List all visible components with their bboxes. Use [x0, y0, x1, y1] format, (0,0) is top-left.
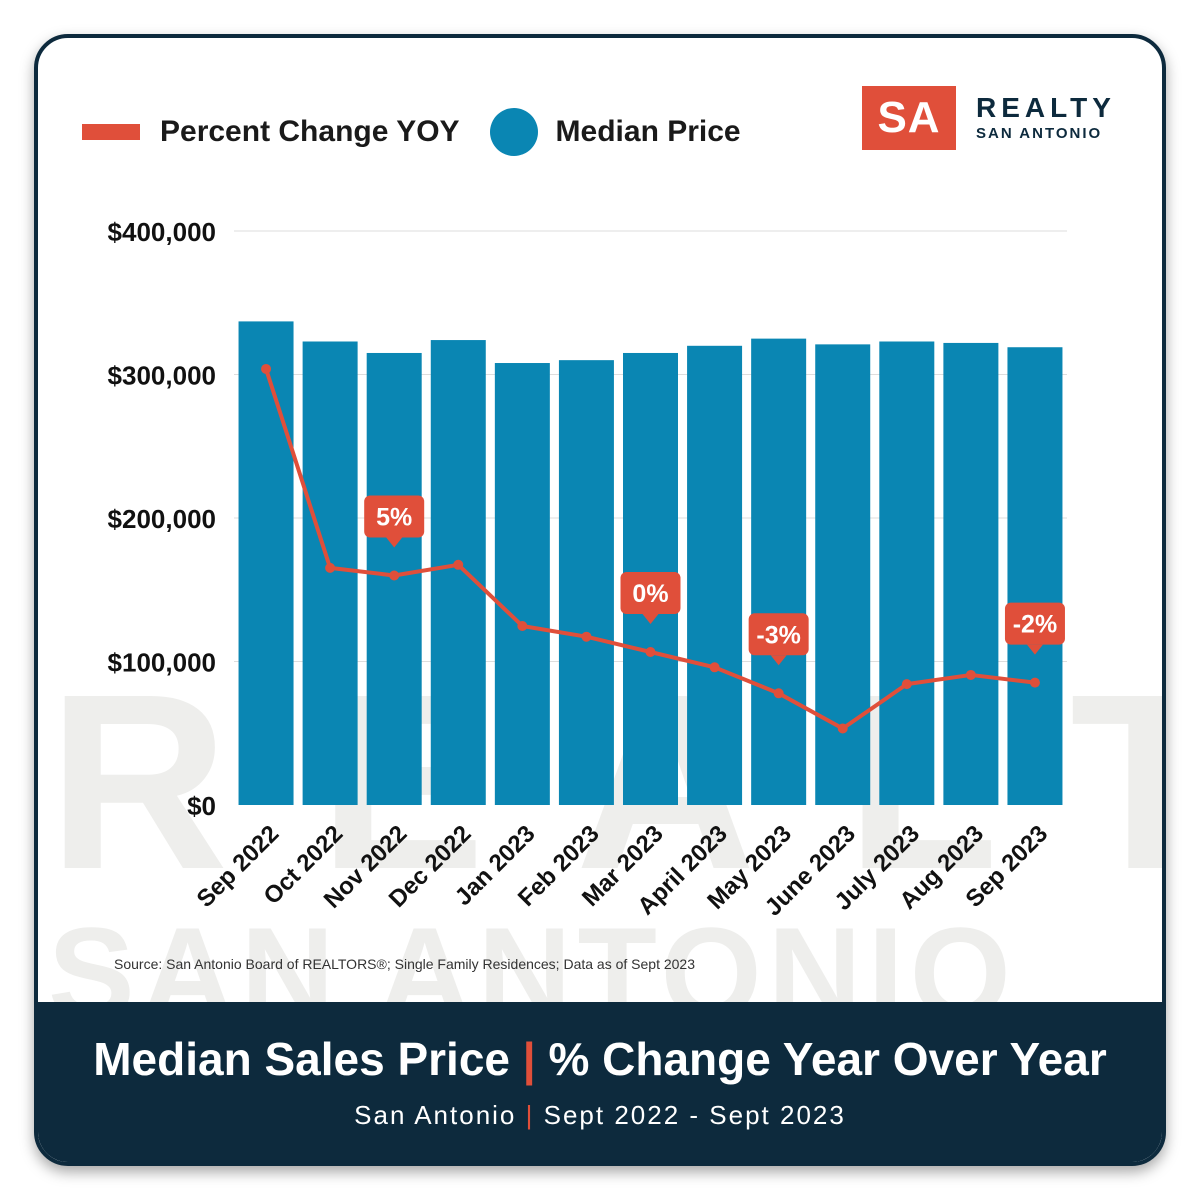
callout-pointer — [1026, 644, 1043, 655]
footer-title: Median Sales Price | % Change Year Over … — [38, 1032, 1162, 1086]
line-point — [517, 620, 528, 631]
footer-banner: Median Sales Price | % Change Year Over … — [38, 1002, 1162, 1162]
data-label: -2% — [1013, 611, 1057, 639]
line-point — [709, 662, 720, 673]
footer-title-right: % Change Year Over Year — [548, 1033, 1107, 1085]
chart-card: REALTY SAN ANTONIO Percent Change YOY Me… — [34, 34, 1166, 1166]
line-point — [389, 570, 400, 581]
callout-box — [620, 572, 681, 614]
line-point — [773, 688, 784, 699]
callout-pointer — [642, 614, 659, 624]
footer-sub-separator: | — [525, 1100, 535, 1130]
y-tick-label: $400,000 — [108, 217, 216, 247]
line-point — [1029, 677, 1040, 688]
data-label: -3% — [756, 621, 800, 649]
bar — [943, 342, 999, 805]
bar — [494, 363, 550, 805]
legend-line-label: Percent Change YOY — [160, 115, 460, 148]
logo-name: REALTY — [976, 91, 1116, 123]
chart-legend: Percent Change YOY Median Price — [82, 108, 741, 156]
y-tick-label: $300,000 — [108, 361, 216, 391]
line-point — [645, 647, 656, 657]
line-point — [837, 723, 848, 734]
data-label: 5% — [376, 504, 412, 532]
logo-subname: SAN ANTONIO — [976, 124, 1103, 142]
bar — [687, 345, 743, 805]
bar — [751, 338, 807, 805]
callout-box — [364, 495, 425, 538]
footer-sub-left: San Antonio — [354, 1100, 517, 1130]
callout-box — [1004, 602, 1065, 645]
data-label: 0% — [632, 580, 668, 608]
legend-bar-swatch — [489, 108, 538, 156]
logo-mark: SA — [862, 86, 956, 150]
line-point — [261, 363, 272, 374]
line-point — [901, 679, 912, 690]
line-point — [581, 631, 592, 642]
callout-pointer — [770, 655, 787, 666]
legend-bar-label: Median Price — [555, 115, 741, 148]
y-tick-label: $0 — [187, 791, 216, 821]
bar — [879, 341, 935, 805]
callout-box — [748, 613, 809, 656]
line-point — [965, 669, 976, 680]
footer-sub-right: Sept 2022 - Sept 2023 — [543, 1100, 846, 1130]
bar — [430, 340, 486, 805]
source-note: Source: San Antonio Board of REALTORS®; … — [114, 956, 695, 972]
bar — [558, 360, 614, 805]
bar — [302, 341, 358, 805]
y-tick-label: $100,000 — [108, 648, 216, 678]
bar — [1007, 347, 1063, 805]
y-tick-label: $200,000 — [108, 504, 216, 534]
legend-line-swatch — [82, 124, 140, 140]
line-point — [325, 562, 336, 573]
line-point — [453, 559, 464, 570]
bar — [238, 321, 294, 805]
footer-subtitle: San Antonio | Sept 2022 - Sept 2023 — [38, 1100, 1162, 1131]
brand-logo: SA REALTY SAN ANTONIO — [862, 86, 1116, 150]
callout-pointer — [386, 537, 403, 548]
footer-title-left: Median Sales Price — [93, 1033, 510, 1085]
bar — [815, 344, 871, 805]
footer-title-separator: | — [522, 1033, 536, 1085]
